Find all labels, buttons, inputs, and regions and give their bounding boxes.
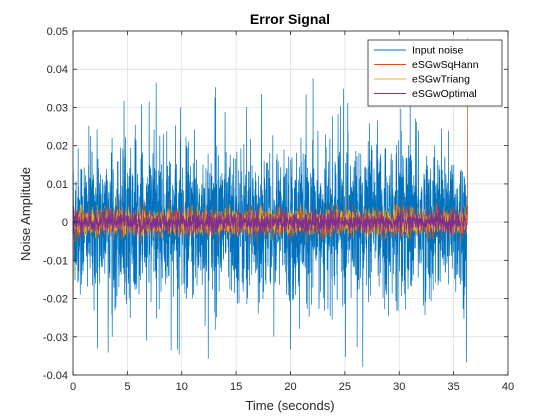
x-tick-label: 35 [448, 381, 460, 393]
x-axis-label: Time (seconds) [245, 398, 334, 413]
x-tick-label: 25 [339, 381, 351, 393]
legend-label: eSGwOptimal [412, 88, 477, 100]
ticks: 0 5 10 15 20 25 30 35 40 -0.04 -0.03 -0.02 -0.01 0 0.0… [43, 26, 514, 393]
legend-label: Input noise [412, 45, 464, 57]
x-tick-label: 40 [502, 381, 514, 393]
y-tick-label: 0.03 [47, 102, 68, 114]
y-tick-label: 0.04 [47, 64, 68, 76]
legend[interactable]: Input noise eSGwSqHann eSGwTriang eSGwOptim… [367, 39, 503, 107]
x-tick-label: 20 [284, 381, 296, 393]
chart-title: Error Signal [250, 11, 330, 27]
x-tick-label: 30 [393, 381, 405, 393]
y-tick-label: 0 [62, 217, 68, 229]
y-tick-label: 0.01 [47, 179, 68, 191]
legend-box [367, 39, 503, 107]
y-tick-label: -0.03 [43, 332, 68, 344]
x-tick-label: 10 [176, 381, 188, 393]
y-tick-label: 0.02 [47, 141, 68, 153]
legend-label: eSGwSqHann [412, 59, 479, 71]
y-tick-label: -0.02 [43, 294, 68, 306]
legend-label: eSGwTriang [412, 74, 470, 86]
y-tick-label: -0.01 [43, 255, 68, 267]
series-line-esgwoptimal [72, 206, 467, 238]
y-axis-label: Noise Amplitude [18, 167, 33, 261]
x-tick-label: 0 [70, 381, 76, 393]
x-tick-label: 15 [230, 381, 242, 393]
y-tick-label: 0.05 [47, 26, 68, 38]
y-tick-label: -0.04 [43, 370, 68, 382]
x-tick-label: 5 [124, 381, 130, 393]
series-layer [72, 38, 469, 367]
